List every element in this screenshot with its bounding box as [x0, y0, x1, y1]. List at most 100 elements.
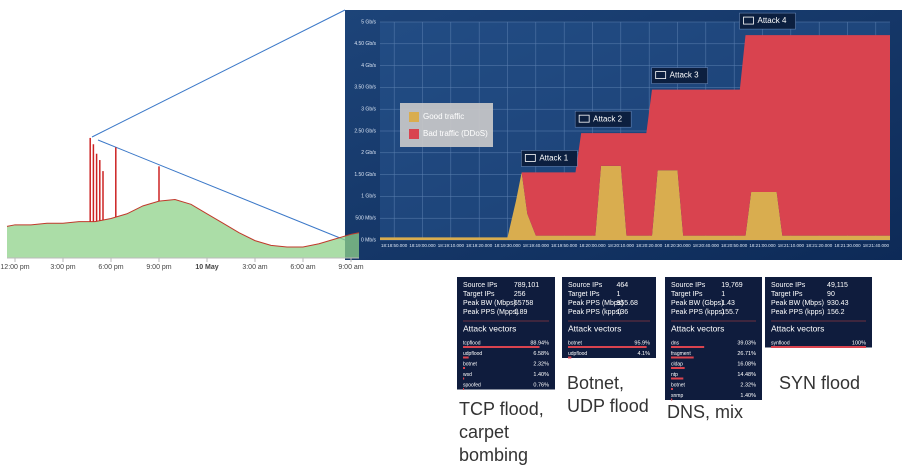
legend-swatch: [409, 129, 419, 139]
vector-name: botnet: [671, 382, 686, 388]
vector-bar: [671, 346, 705, 348]
vector-bar: [463, 377, 465, 380]
y-tick-label: 2 Gb/s: [361, 150, 376, 156]
stat-label: Peak PPS (kpps): [771, 309, 824, 316]
vector-name: ntp: [671, 372, 678, 378]
vector-name: dns: [671, 340, 680, 346]
annotation-label: Attack 4: [758, 16, 787, 25]
x-tick-label: 18:21:10.000: [778, 243, 805, 248]
stat-label: Target IPs: [463, 291, 495, 298]
x-tick-label: 18:19:40.000: [523, 243, 550, 248]
vector-name: cldap: [671, 361, 683, 367]
vector-bar: [771, 346, 866, 348]
vector-name: fragment: [671, 351, 691, 357]
x-tick-label: 18:19:20.000: [466, 243, 493, 248]
stat-value: 19,769: [721, 282, 743, 289]
stat-label: Source IPs: [463, 282, 498, 289]
stat-value: 136: [617, 309, 629, 316]
x-tick-label: 6:00 am: [290, 264, 315, 271]
vector-name: botnet: [463, 361, 478, 367]
x-tick-label: 18:20:50.000: [721, 243, 748, 248]
zoom-connector: [97, 139, 346, 241]
stat-label: Peak BW (Mbps): [463, 300, 516, 307]
caption: UDP flood: [567, 396, 649, 416]
vector-bar: [671, 398, 673, 401]
vector-percent: 6.58%: [533, 351, 549, 357]
annotation-label: Attack 2: [593, 114, 622, 123]
y-tick-label: 5 Gb/s: [361, 19, 376, 25]
vector-name: tcpflood: [463, 340, 481, 346]
x-tick-label: 18:18:50.000: [381, 243, 408, 248]
vector-bar: [671, 356, 694, 359]
vector-percent: 2.32%: [740, 382, 756, 388]
vector-name: wsd: [463, 372, 472, 378]
x-tick-label: 18:19:30.000: [494, 243, 521, 248]
vector-bar: [463, 367, 465, 369]
stat-label: Peak PPS (kpps): [568, 309, 621, 316]
stat-label: Peak BW (Mbps): [771, 300, 824, 307]
zoom-connector: [91, 9, 346, 138]
y-tick-label: 3 Gb/s: [361, 107, 376, 113]
caption: SYN flood: [779, 373, 860, 393]
caption: bombing: [459, 445, 528, 465]
vector-bar: [463, 356, 469, 359]
vector-percent: 16.08%: [737, 361, 756, 367]
stat-label: Peak PPS (kpps): [671, 309, 724, 316]
stat-label: Peak PPS (Mpps): [463, 309, 519, 316]
stats-panel: [457, 277, 555, 390]
legend-swatch: [409, 112, 419, 122]
stat-value: 789,101: [514, 282, 539, 289]
stat-value: 930.43: [827, 300, 849, 307]
monitor-icon: [743, 16, 754, 25]
x-tick-label: 18:21:20.000: [806, 243, 833, 248]
stat-value: 1.43: [721, 300, 735, 307]
vector-percent: 1.40%: [533, 372, 549, 378]
caption: DNS, mix: [667, 402, 743, 422]
caption: TCP flood,: [459, 399, 544, 419]
vector-percent: 26.71%: [737, 351, 756, 357]
y-tick-label: 4 Gb/s: [361, 63, 376, 69]
vectors-title: Attack vectors: [771, 323, 824, 333]
x-tick-label: 18:21:40.000: [863, 243, 890, 248]
vector-percent: 88.94%: [530, 340, 549, 346]
vector-name: udpflood: [463, 351, 482, 357]
y-tick-label: 0 Mb/s: [361, 237, 377, 243]
vectors-title: Attack vectors: [671, 323, 724, 333]
stacked-area: [380, 35, 890, 238]
stat-label: Target IPs: [771, 291, 803, 298]
stat-label: Source IPs: [671, 282, 706, 289]
annotation-label: Attack 3: [670, 71, 699, 80]
monitor-icon: [655, 71, 667, 79]
x-tick-label: 3:00 pm: [50, 264, 75, 271]
stats-panel: [562, 277, 656, 358]
stats-panel: [765, 277, 872, 348]
stat-label: Source IPs: [771, 282, 806, 289]
vector-percent: 4.1%: [637, 351, 650, 357]
vectors-title: Attack vectors: [568, 323, 621, 333]
y-tick-label: 500 Mb/s: [355, 216, 376, 222]
monitor-icon: [578, 114, 590, 123]
stacked-area: [380, 165, 890, 240]
x-tick-label: 18:20:10.000: [608, 243, 635, 248]
annotation-label: Attack 1: [539, 154, 568, 163]
x-tick-label: 18:20:40.000: [693, 243, 720, 248]
vector-bar: [463, 388, 464, 390]
x-tick-label: 6:00 pm: [98, 264, 123, 271]
vector-bar: [671, 388, 673, 390]
vector-percent: 100%: [852, 340, 866, 346]
vectors-title: Attack vectors: [463, 323, 516, 333]
x-tick-label: 12:00 pm: [0, 264, 29, 271]
caption: carpet: [459, 422, 509, 442]
vector-bar: [671, 377, 684, 380]
legend-label: Good traffic: [423, 112, 464, 121]
x-tick-label: 18:21:00.000: [749, 243, 776, 248]
legend-label: Bad traffic (DDoS): [423, 129, 488, 138]
x-tick-label: 18:20:30.000: [664, 243, 691, 248]
vector-bar: [568, 346, 647, 348]
stat-value: 156.2: [827, 309, 845, 316]
stat-label: Source IPs: [568, 282, 603, 289]
stat-value: 90: [827, 291, 835, 298]
stat-value: 1.89: [514, 309, 528, 316]
monitor-icon: [524, 154, 536, 162]
